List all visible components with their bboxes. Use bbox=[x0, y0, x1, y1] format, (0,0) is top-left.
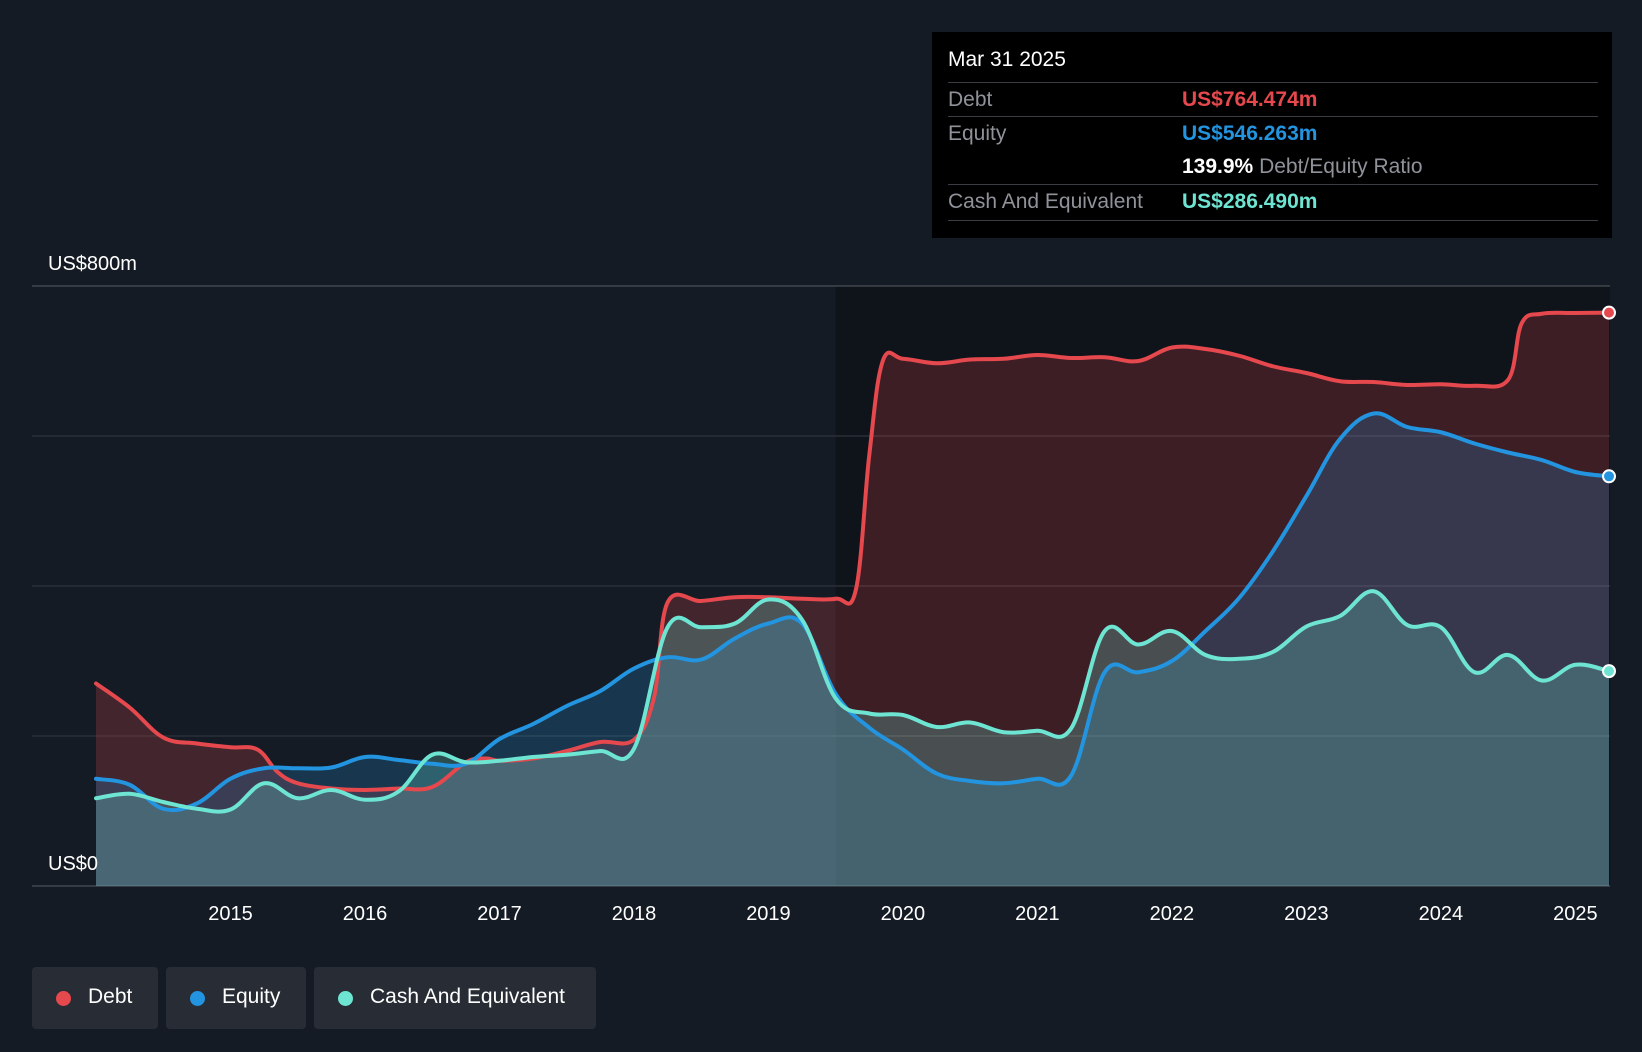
legend-item-debt[interactable]: Debt bbox=[32, 967, 158, 1029]
legend-item-equity[interactable]: Equity bbox=[166, 967, 306, 1029]
tooltip-ratio-value: 139.9% bbox=[1182, 155, 1254, 178]
x-tick-label-2025: 2025 bbox=[1553, 903, 1598, 925]
legend-equity-label: Equity bbox=[222, 985, 281, 1008]
debt-line bbox=[94, 310, 1611, 792]
tooltip-divider bbox=[948, 220, 1598, 221]
tooltip-date: Mar 31 2025 bbox=[948, 48, 1066, 71]
tooltip-row-cash: Cash And Equivalent US$286.490m bbox=[948, 184, 1598, 219]
tooltip-ratio-label: Debt/Equity Ratio bbox=[1259, 155, 1423, 178]
x-tick-label-2015: 2015 bbox=[208, 903, 253, 925]
tooltip-ratio: 139.9% Debt/Equity Ratio bbox=[1182, 155, 1423, 179]
debt-area bbox=[96, 312, 1609, 886]
x-tick-label-2016: 2016 bbox=[343, 903, 388, 925]
legend-equity-dot-icon bbox=[190, 991, 205, 1006]
x-tick-label-2017: 2017 bbox=[477, 903, 522, 925]
tooltip-cash-label: Cash And Equivalent bbox=[948, 190, 1143, 213]
tooltip-debt-label: Debt bbox=[948, 88, 993, 111]
legend-item-cash[interactable]: Cash And Equivalent bbox=[314, 967, 596, 1029]
tooltip-row-equity: Equity US$546.263m bbox=[948, 116, 1598, 151]
series-end-markers bbox=[1602, 305, 1616, 679]
x-tick-label-2020: 2020 bbox=[881, 903, 926, 925]
equity-line bbox=[94, 411, 1611, 813]
series-areas bbox=[96, 312, 1609, 886]
cash-and-equivalent-line bbox=[94, 589, 1611, 814]
tooltip-cash-value: US$286.490m bbox=[1182, 190, 1318, 213]
tooltip-row-debt: Debt US$764.474m bbox=[948, 82, 1598, 117]
x-tick-label-2022: 2022 bbox=[1150, 903, 1195, 925]
x-tick-label-2021: 2021 bbox=[1015, 903, 1060, 925]
y-axis-top-label: US$800m bbox=[48, 253, 137, 275]
tooltip-debt-value: US$764.474m bbox=[1182, 88, 1318, 111]
x-tick-label-2023: 2023 bbox=[1284, 903, 1329, 925]
equity-area bbox=[96, 413, 1609, 886]
x-axis-ticks: 2015 2016 2017 2018 2019 2020 2021 2022 2023 2024… bbox=[208, 903, 1597, 925]
legend-debt-dot-icon bbox=[56, 991, 71, 1006]
tooltip-panel: Mar 31 2025 Debt US$764.474m Equity US$5… bbox=[932, 32, 1612, 238]
legend-cash-dot-icon bbox=[338, 991, 353, 1006]
equity-end-point bbox=[1602, 469, 1616, 484]
cash-and-equivalent-area bbox=[96, 591, 1609, 886]
cash-and-equivalent-end-point bbox=[1602, 664, 1616, 679]
series-lines bbox=[94, 310, 1611, 814]
y-axis-bottom-label: US$0 bbox=[48, 853, 98, 875]
tooltip-equity-value: US$546.263m bbox=[1182, 122, 1318, 145]
tooltip-row-ratio: 139.9% Debt/Equity Ratio bbox=[948, 150, 1598, 184]
debt-end-point bbox=[1602, 305, 1616, 320]
grid-lines bbox=[32, 285, 1610, 887]
x-tick-label-2019: 2019 bbox=[746, 903, 791, 925]
x-tick-label-2018: 2018 bbox=[612, 903, 657, 925]
tooltip-equity-label: Equity bbox=[948, 122, 1007, 145]
legend-cash-label: Cash And Equivalent bbox=[370, 985, 565, 1008]
legend-debt-label: Debt bbox=[88, 985, 133, 1008]
x-tick-label-2024: 2024 bbox=[1419, 903, 1464, 925]
